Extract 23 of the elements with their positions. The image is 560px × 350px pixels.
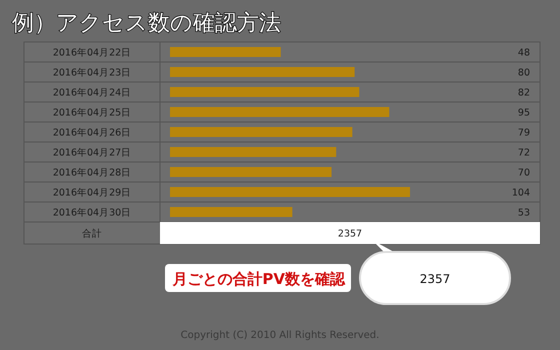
data-label: 104 xyxy=(512,188,530,198)
category-label: 2016年04月27日 xyxy=(52,148,132,158)
category-label: 2016年04月26日 xyxy=(52,128,132,138)
data-label: 48 xyxy=(518,48,530,58)
annotation: 2357 xyxy=(338,228,362,240)
data-label: 70 xyxy=(518,168,530,178)
title: 例）アクセス数の確認方法 xyxy=(12,11,281,36)
data-label: 53 xyxy=(518,208,530,218)
data-label: 79 xyxy=(518,128,530,138)
annotation: 月ごとの合計PV数を確認 xyxy=(172,270,345,288)
category-label: 2016年04月30日 xyxy=(52,208,132,218)
category-label: 2016年04月25日 xyxy=(52,108,132,118)
category-label: 2016年04月24日 xyxy=(52,88,132,98)
data-label: 95 xyxy=(518,108,530,118)
category-label: 2016年04月23日 xyxy=(52,68,132,78)
category-label: 2016年04月28日 xyxy=(52,168,132,178)
annotation: 2357 xyxy=(420,272,450,286)
category-label: 2016年04月22日 xyxy=(52,48,132,58)
data-label: 80 xyxy=(518,68,530,78)
category-label: 2016年04月29日 xyxy=(52,188,132,198)
annotation: 合計 xyxy=(82,228,102,240)
data-label: 72 xyxy=(518,148,530,158)
data-label: 82 xyxy=(518,88,530,98)
